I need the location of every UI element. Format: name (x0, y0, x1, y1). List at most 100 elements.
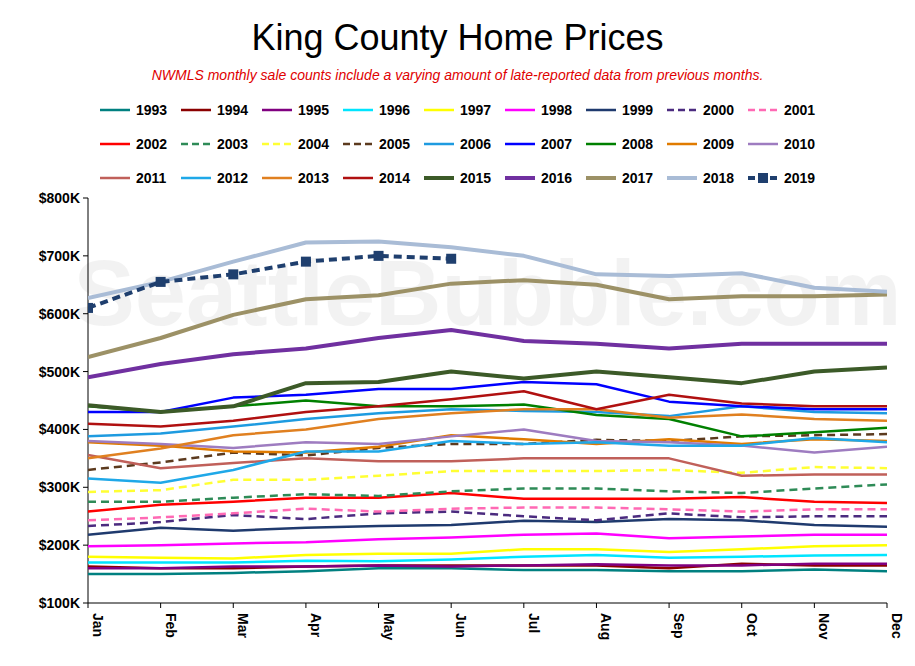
marker (446, 254, 456, 264)
x-tick-label: Dec (889, 613, 905, 639)
marker (88, 303, 93, 313)
legend-label: 2002 (136, 136, 167, 152)
marker (156, 277, 166, 287)
legend-swatch (424, 143, 454, 146)
x-tick (887, 603, 888, 608)
legend-label: 2008 (622, 136, 653, 152)
series-line (88, 467, 887, 492)
x-tick (378, 603, 379, 608)
y-tick (83, 545, 88, 546)
legend-swatch (748, 143, 778, 146)
marker (228, 269, 238, 279)
legend-label: 2018 (703, 170, 734, 186)
legend-swatch (424, 176, 454, 180)
legend-label: 2000 (703, 102, 734, 118)
legend-label: 2001 (784, 102, 815, 118)
x-tick-label: Apr (308, 613, 324, 638)
legend-swatch (505, 143, 535, 146)
y-tick-label: $300K (39, 479, 80, 495)
series-line (88, 241, 887, 298)
marker (374, 251, 384, 261)
y-tick (83, 603, 88, 604)
legend-swatch (667, 109, 697, 112)
y-tick (83, 371, 88, 372)
legend-swatch (181, 143, 211, 146)
legend-label: 1995 (298, 102, 329, 118)
x-tick-label: Sep (671, 613, 687, 639)
legend-swatch (586, 143, 616, 146)
legend-swatch (262, 143, 292, 146)
y-tick (83, 198, 88, 199)
y-tick-label: $700K (39, 248, 80, 264)
legend-swatch (100, 177, 130, 180)
legend-swatch (181, 109, 211, 112)
x-tick-label: Feb (163, 613, 179, 638)
series-line (88, 455, 887, 476)
legend-swatch (343, 109, 373, 112)
y-tick (83, 313, 88, 314)
x-tick (814, 603, 815, 608)
legend-label: 1993 (136, 102, 167, 118)
legend-label: 2009 (703, 136, 734, 152)
subtitle: NWMLS monthly sale counts include a vary… (152, 67, 764, 83)
x-tick-label: Aug (598, 613, 614, 640)
legend-label: 2011 (136, 170, 167, 186)
y-tick-label: $600K (39, 306, 80, 322)
marker (301, 257, 311, 267)
y-axis (88, 198, 89, 603)
y-tick-label: $500K (39, 364, 80, 380)
legend-label: 2013 (298, 170, 329, 186)
legend-swatch (667, 176, 697, 180)
legend-swatch (424, 109, 454, 112)
x-tick-label: Nov (816, 613, 832, 640)
x-axis (88, 603, 887, 604)
legend-swatch (667, 143, 697, 146)
y-tick-label: $200K (39, 537, 80, 553)
y-tick (83, 487, 88, 488)
series-line (88, 508, 887, 521)
series-line (88, 545, 887, 558)
series-line (88, 534, 887, 547)
legend-swatch (100, 143, 130, 146)
x-tick (596, 603, 597, 608)
x-tick (451, 603, 452, 608)
x-tick (233, 603, 234, 608)
legend-label: 2010 (784, 136, 815, 152)
y-tick-label: $400K (39, 421, 80, 437)
x-tick (88, 603, 89, 608)
legend-label: 1994 (217, 102, 248, 118)
series-group (88, 241, 887, 574)
x-tick-label: May (381, 613, 397, 640)
series-line (88, 256, 451, 308)
series-line (88, 401, 887, 437)
x-tick-label: Oct (744, 613, 760, 637)
legend-label: 2019 (784, 170, 815, 186)
legend-swatch (505, 176, 535, 180)
legend-label: 1997 (460, 102, 491, 118)
x-tick (160, 603, 161, 608)
x-tick (523, 603, 524, 608)
legend-label: 2005 (379, 136, 410, 152)
x-tick-label: Jun (453, 613, 469, 638)
legend-label: 2015 (460, 170, 491, 186)
series-line (88, 280, 887, 357)
x-tick-label: Mar (235, 613, 251, 638)
legend-swatch (505, 109, 535, 112)
series-line (88, 493, 887, 512)
legend-label: 2014 (379, 170, 410, 186)
legend-label: 2003 (217, 136, 248, 152)
legend-swatch (586, 109, 616, 112)
y-tick-label: $100K (39, 595, 80, 611)
legend-label: 1999 (622, 102, 653, 118)
legend-label: 1996 (379, 102, 410, 118)
legend-swatch (748, 109, 778, 112)
legend-swatch (100, 109, 130, 112)
series-line (88, 438, 887, 483)
x-tick-label: Jul (526, 613, 542, 633)
series-line (88, 368, 887, 413)
series-line (88, 564, 887, 569)
series-line (88, 484, 887, 501)
series-line (88, 564, 887, 569)
legend-marker (758, 173, 768, 183)
legend-swatch (181, 177, 211, 180)
